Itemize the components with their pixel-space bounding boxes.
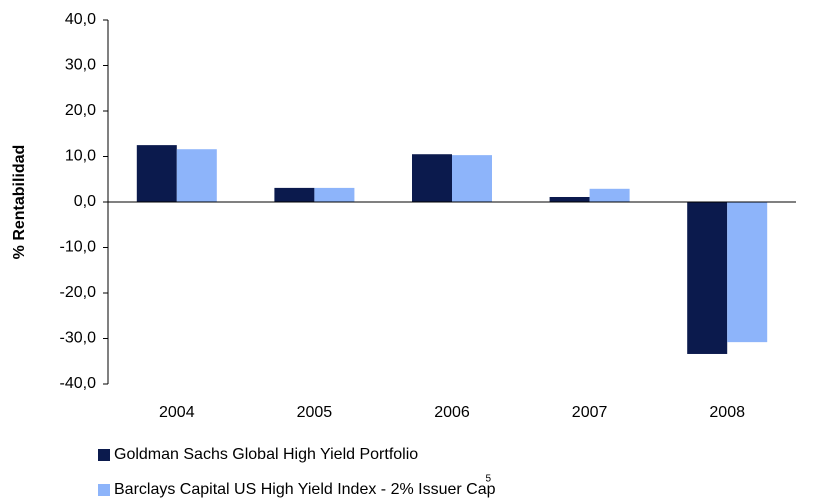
y-tick-label: -20,0: [60, 284, 97, 301]
legend-swatch: [98, 449, 110, 461]
x-tick-label: 2008: [709, 404, 745, 421]
legend-swatch: [98, 484, 110, 496]
legend-label: Goldman Sachs Global High Yield Portfoli…: [114, 446, 418, 463]
x-tick-label: 2004: [159, 404, 195, 421]
y-tick-label: -30,0: [60, 330, 97, 347]
bar: [452, 155, 492, 202]
y-tick-label: -10,0: [60, 239, 97, 256]
legend-note: 5: [486, 474, 492, 485]
bar: [727, 202, 768, 343]
y-tick-label: 10,0: [65, 148, 96, 165]
x-tick-label: 2007: [572, 404, 608, 421]
bar: [314, 187, 355, 202]
x-tick-label: 2006: [434, 404, 470, 421]
bar: [176, 149, 217, 202]
y-tick-label: 40,0: [65, 11, 96, 28]
y-axis-label: % Rentabilidad: [11, 145, 28, 260]
y-tick-label: 30,0: [65, 57, 96, 74]
legend-label: Barclays Capital US High Yield Index - 2…: [114, 481, 496, 498]
y-tick-label: 0,0: [74, 193, 96, 210]
bar: [412, 154, 452, 202]
bar: [274, 187, 315, 202]
bar: [687, 202, 728, 354]
bar: [549, 196, 590, 202]
y-tick-label: -40,0: [60, 375, 97, 392]
bar: [589, 188, 630, 202]
bar: [136, 145, 177, 202]
x-tick-label: 2005: [297, 404, 333, 421]
y-tick-label: 20,0: [65, 102, 96, 119]
